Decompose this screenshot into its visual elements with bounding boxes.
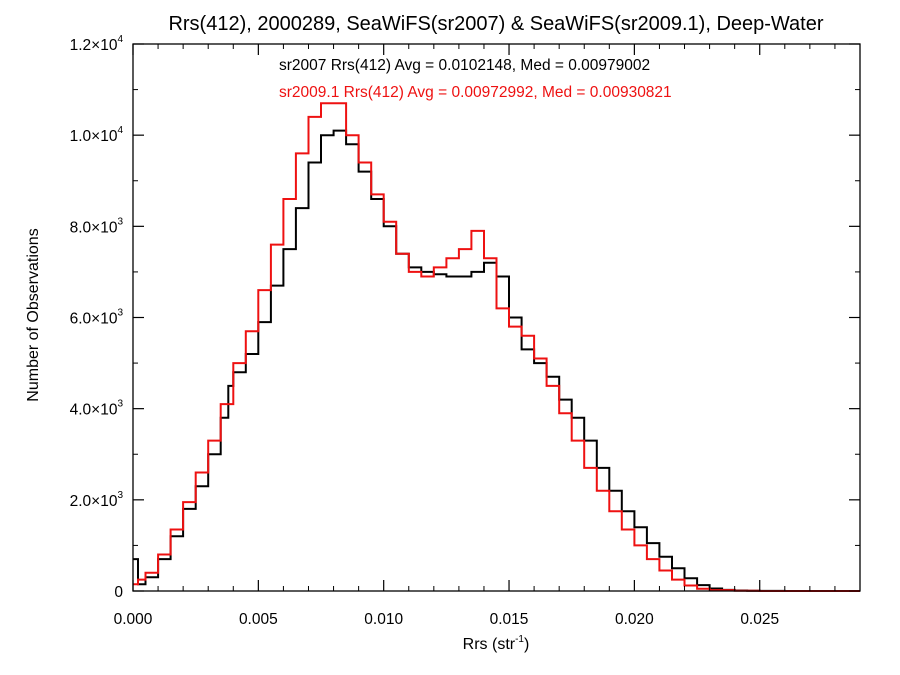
y-tick-label: 8.0×103: [70, 216, 124, 236]
y-axis-label: Number of Observations: [25, 228, 42, 401]
annotation-sr2009: sr2009.1 Rrs(412) Avg = 0.00972992, Med …: [279, 84, 672, 101]
y-tick-label: 6.0×103: [70, 308, 124, 328]
axes-layer: 0.000 0.005 0.010 0.015 0.020 0.025 0 2.0×103 4.…: [70, 34, 860, 628]
y-tick-label: 4.0×103: [70, 399, 124, 419]
y-tick-label: 1.0×104: [70, 125, 124, 145]
y-tick-label: 1.2×104: [70, 34, 124, 54]
series-line-sr2009.1: [133, 102, 860, 592]
x-tick-label: 0.020: [615, 611, 654, 628]
y-tick-label: 2.0×103: [70, 490, 124, 510]
x-tick-label: 0.010: [364, 611, 403, 628]
chart-title: Rrs(412), 2000289, SeaWiFS(sr2007) & Sea…: [168, 13, 823, 35]
x-tick-label: 0.025: [740, 611, 779, 628]
annotation-sr2007: sr2007 Rrs(412) Avg = 0.0102148, Med = 0…: [279, 57, 650, 74]
x-tick-label: 0.015: [490, 611, 529, 628]
x-axis-label: Rrs (str-1): [463, 634, 530, 653]
x-tick-label: 0.005: [239, 611, 278, 628]
series-line-sr2007: [133, 129, 860, 592]
x-tick-label: 0.000: [114, 611, 153, 628]
series-layer: [133, 102, 860, 592]
y-tick-label: 0: [114, 584, 123, 601]
